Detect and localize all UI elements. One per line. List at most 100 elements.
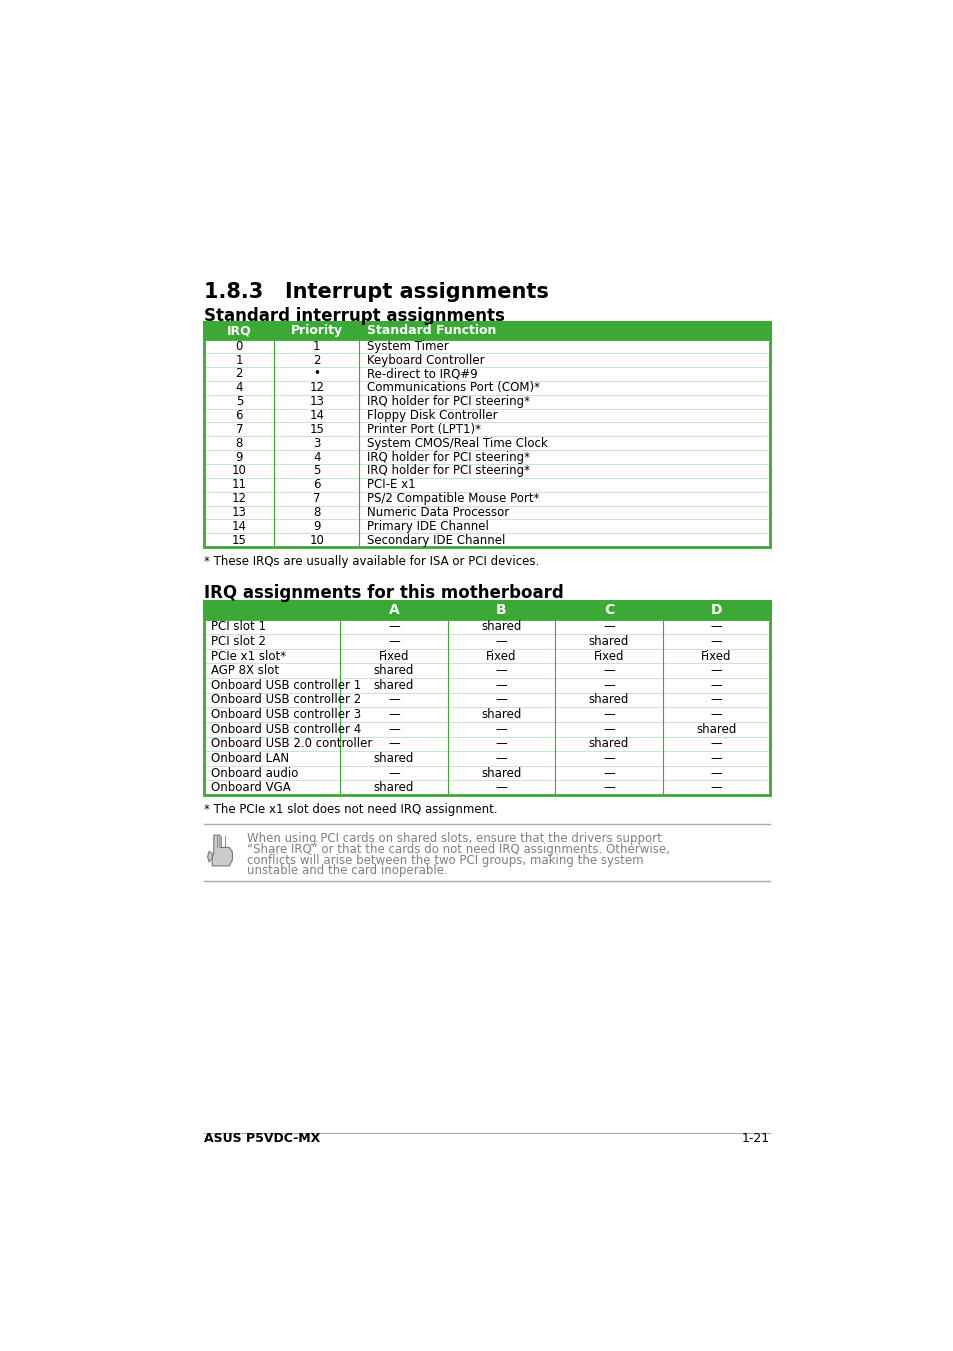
Text: —: — bbox=[495, 678, 507, 692]
Text: 5: 5 bbox=[235, 394, 243, 408]
Text: “Share IRQ” or that the cards do not need IRQ assignments. Otherwise,: “Share IRQ” or that the cards do not nee… bbox=[247, 843, 669, 855]
Text: shared: shared bbox=[480, 766, 521, 780]
Text: 12: 12 bbox=[232, 492, 247, 505]
Text: IRQ holder for PCI steering*: IRQ holder for PCI steering* bbox=[367, 465, 530, 477]
Text: IRQ assignments for this motherboard: IRQ assignments for this motherboard bbox=[204, 584, 563, 603]
Text: 15: 15 bbox=[232, 534, 247, 547]
Text: Onboard USB controller 4: Onboard USB controller 4 bbox=[211, 723, 360, 736]
Text: —: — bbox=[710, 693, 721, 707]
Text: 9: 9 bbox=[235, 450, 243, 463]
Text: —: — bbox=[710, 753, 721, 765]
Text: —: — bbox=[495, 781, 507, 794]
Text: 4: 4 bbox=[313, 450, 320, 463]
Text: 10: 10 bbox=[309, 534, 324, 547]
Text: —: — bbox=[388, 708, 399, 721]
Bar bbox=[204, 323, 769, 339]
Text: 12: 12 bbox=[309, 381, 324, 394]
Text: Onboard USB controller 2: Onboard USB controller 2 bbox=[211, 693, 360, 707]
Text: 10: 10 bbox=[232, 465, 247, 477]
Text: —: — bbox=[710, 620, 721, 634]
Text: —: — bbox=[710, 766, 721, 780]
Text: 13: 13 bbox=[309, 394, 324, 408]
Text: shared: shared bbox=[374, 753, 414, 765]
Text: —: — bbox=[602, 665, 614, 677]
Text: 2: 2 bbox=[313, 354, 320, 366]
Text: conflicts will arise between the two PCI groups, making the system: conflicts will arise between the two PCI… bbox=[247, 854, 643, 866]
Text: 1.8.3   Interrupt assignments: 1.8.3 Interrupt assignments bbox=[204, 282, 549, 303]
Text: Printer Port (LPT1)*: Printer Port (LPT1)* bbox=[367, 423, 480, 436]
Text: —: — bbox=[388, 738, 399, 750]
Text: shared: shared bbox=[480, 620, 521, 634]
Text: Onboard VGA: Onboard VGA bbox=[211, 781, 290, 794]
Text: —: — bbox=[388, 635, 399, 648]
Text: AGP 8X slot: AGP 8X slot bbox=[211, 665, 278, 677]
Text: 8: 8 bbox=[235, 436, 243, 450]
Text: —: — bbox=[602, 678, 614, 692]
Text: 0: 0 bbox=[235, 339, 243, 353]
Text: PCI-E x1: PCI-E x1 bbox=[367, 478, 416, 492]
Text: •: • bbox=[314, 367, 320, 381]
Text: 8: 8 bbox=[313, 507, 320, 519]
Text: —: — bbox=[388, 766, 399, 780]
Bar bbox=[204, 601, 769, 794]
Text: shared: shared bbox=[480, 708, 521, 721]
Text: Communications Port (COM)*: Communications Port (COM)* bbox=[367, 381, 539, 394]
Text: shared: shared bbox=[588, 738, 628, 750]
Polygon shape bbox=[212, 835, 233, 866]
Text: —: — bbox=[710, 678, 721, 692]
Text: C: C bbox=[603, 604, 614, 617]
Text: B: B bbox=[496, 604, 506, 617]
Polygon shape bbox=[208, 851, 212, 862]
Text: —: — bbox=[388, 620, 399, 634]
Text: 7: 7 bbox=[313, 492, 320, 505]
Text: Onboard LAN: Onboard LAN bbox=[211, 753, 289, 765]
Text: —: — bbox=[602, 723, 614, 736]
Text: Fixed: Fixed bbox=[593, 650, 623, 662]
Text: 7: 7 bbox=[235, 423, 243, 436]
Text: 6: 6 bbox=[235, 409, 243, 422]
Text: —: — bbox=[710, 665, 721, 677]
Text: 14: 14 bbox=[309, 409, 324, 422]
Text: IRQ: IRQ bbox=[227, 324, 252, 338]
Text: PS/2 Compatible Mouse Port*: PS/2 Compatible Mouse Port* bbox=[367, 492, 539, 505]
Text: Standard Function: Standard Function bbox=[367, 324, 497, 338]
Text: Re-direct to IRQ#9: Re-direct to IRQ#9 bbox=[367, 367, 477, 381]
Text: shared: shared bbox=[374, 781, 414, 794]
Text: —: — bbox=[388, 723, 399, 736]
Text: —: — bbox=[602, 766, 614, 780]
Text: shared: shared bbox=[588, 693, 628, 707]
Text: 6: 6 bbox=[313, 478, 320, 492]
Text: —: — bbox=[710, 635, 721, 648]
Text: 1-21: 1-21 bbox=[741, 1132, 769, 1144]
Bar bbox=[204, 601, 769, 620]
Text: 4: 4 bbox=[235, 381, 243, 394]
Text: —: — bbox=[710, 738, 721, 750]
Text: 2: 2 bbox=[235, 367, 243, 381]
Text: Onboard USB 2.0 controller: Onboard USB 2.0 controller bbox=[211, 738, 372, 750]
Text: shared: shared bbox=[374, 678, 414, 692]
Text: —: — bbox=[495, 635, 507, 648]
Text: 13: 13 bbox=[232, 507, 247, 519]
Bar bbox=[204, 323, 769, 547]
Text: Secondary IDE Channel: Secondary IDE Channel bbox=[367, 534, 505, 547]
Text: 14: 14 bbox=[232, 520, 247, 532]
Text: 3: 3 bbox=[313, 436, 320, 450]
Text: Priority: Priority bbox=[291, 324, 342, 338]
Text: 5: 5 bbox=[313, 465, 320, 477]
Text: 9: 9 bbox=[313, 520, 320, 532]
Text: shared: shared bbox=[696, 723, 736, 736]
Text: —: — bbox=[495, 665, 507, 677]
Text: Onboard audio: Onboard audio bbox=[211, 766, 297, 780]
Text: —: — bbox=[602, 753, 614, 765]
Text: Keyboard Controller: Keyboard Controller bbox=[367, 354, 484, 366]
Text: 1: 1 bbox=[235, 354, 243, 366]
Text: —: — bbox=[710, 708, 721, 721]
Text: —: — bbox=[710, 781, 721, 794]
Text: Standard interrupt assignments: Standard interrupt assignments bbox=[204, 307, 505, 324]
Text: PCI slot 1: PCI slot 1 bbox=[211, 620, 266, 634]
Text: —: — bbox=[495, 693, 507, 707]
Text: unstable and the card inoperable.: unstable and the card inoperable. bbox=[247, 865, 447, 877]
Text: shared: shared bbox=[588, 635, 628, 648]
Text: Floppy Disk Controller: Floppy Disk Controller bbox=[367, 409, 497, 422]
Text: Fixed: Fixed bbox=[700, 650, 731, 662]
